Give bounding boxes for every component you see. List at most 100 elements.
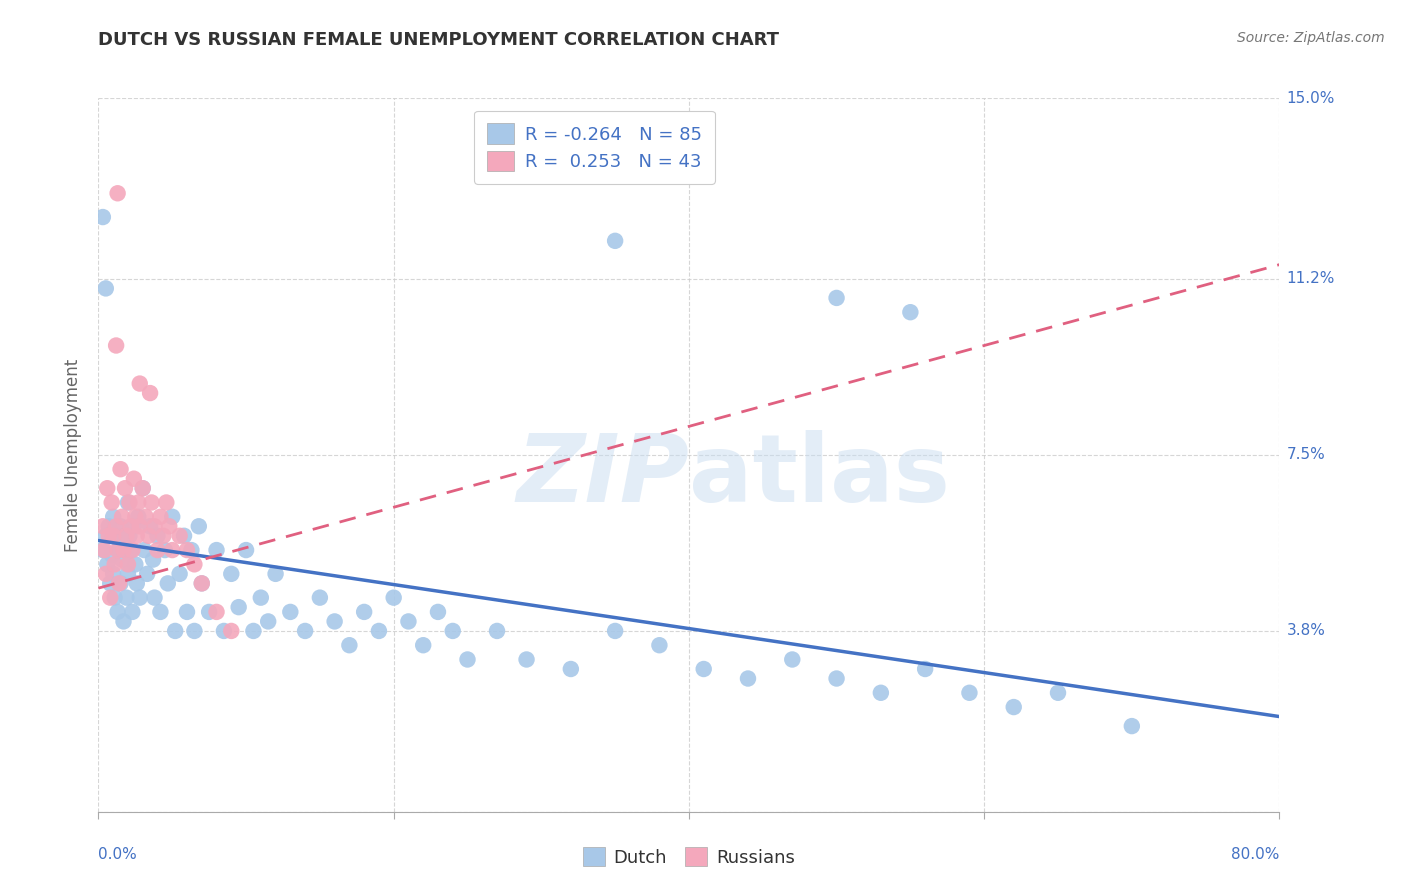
- Point: [162, 543, 183, 558]
- Point: [108, 543, 131, 558]
- Legend: Dutch, Russians: Dutch, Russians: [576, 840, 801, 874]
- Point: [128, 376, 150, 391]
- Point: [110, 576, 132, 591]
- Point: [737, 672, 759, 686]
- Point: [135, 509, 157, 524]
- Point: [693, 662, 716, 676]
- Point: [96, 558, 118, 572]
- Point: [1046, 686, 1069, 700]
- Point: [146, 543, 169, 558]
- Point: [309, 591, 332, 605]
- Point: [156, 576, 179, 591]
- Point: [112, 615, 135, 629]
- Text: 3.8%: 3.8%: [1286, 624, 1326, 639]
- Point: [353, 605, 375, 619]
- Point: [242, 624, 264, 638]
- Point: [396, 615, 419, 629]
- Point: [94, 529, 117, 543]
- Point: [205, 543, 228, 558]
- Point: [122, 519, 145, 533]
- Point: [91, 210, 114, 224]
- Text: 80.0%: 80.0%: [1232, 847, 1279, 863]
- Point: [138, 529, 160, 543]
- Point: [219, 624, 242, 638]
- Point: [605, 624, 627, 638]
- Point: [121, 605, 143, 619]
- Point: [1121, 719, 1143, 733]
- Point: [173, 529, 195, 543]
- Point: [900, 305, 922, 319]
- Point: [91, 519, 114, 533]
- Point: [143, 591, 166, 605]
- Point: [212, 624, 235, 638]
- Point: [97, 519, 120, 533]
- Point: [111, 552, 134, 566]
- Point: [205, 605, 228, 619]
- Point: [120, 543, 142, 558]
- Point: [294, 624, 316, 638]
- Point: [125, 576, 148, 591]
- Text: atlas: atlas: [689, 430, 950, 523]
- Text: 0.0%: 0.0%: [98, 847, 138, 863]
- Point: [124, 509, 146, 524]
- Text: 15.0%: 15.0%: [1286, 91, 1334, 105]
- Point: [125, 529, 148, 543]
- Point: [112, 543, 135, 558]
- Y-axis label: Female Unemployment: Female Unemployment: [65, 359, 83, 551]
- Point: [107, 605, 129, 619]
- Point: [91, 543, 114, 558]
- Point: [157, 519, 180, 533]
- Point: [191, 576, 214, 591]
- Point: [176, 605, 198, 619]
- Point: [456, 652, 478, 666]
- Point: [605, 234, 627, 248]
- Point: [110, 519, 132, 533]
- Point: [118, 495, 141, 509]
- Point: [122, 472, 145, 486]
- Point: [278, 605, 302, 619]
- Point: [368, 624, 391, 638]
- Point: [183, 558, 205, 572]
- Point: [111, 509, 134, 524]
- Point: [162, 509, 183, 524]
- Point: [134, 543, 156, 558]
- Point: [180, 543, 202, 558]
- Point: [143, 519, 166, 533]
- Point: [560, 662, 582, 676]
- Point: [152, 529, 174, 543]
- Point: [105, 519, 128, 533]
- Point: [103, 509, 125, 524]
- Point: [191, 576, 214, 591]
- Point: [235, 543, 257, 558]
- Point: [128, 591, 150, 605]
- Point: [105, 338, 128, 352]
- Point: [782, 652, 804, 666]
- Text: DUTCH VS RUSSIAN FEMALE UNEMPLOYMENT CORRELATION CHART: DUTCH VS RUSSIAN FEMALE UNEMPLOYMENT COR…: [98, 31, 779, 49]
- Point: [124, 558, 146, 572]
- Point: [132, 481, 155, 495]
- Point: [117, 495, 139, 509]
- Point: [93, 543, 115, 558]
- Point: [136, 566, 159, 581]
- Point: [107, 186, 129, 201]
- Point: [100, 495, 122, 509]
- Point: [149, 509, 172, 524]
- Point: [108, 576, 131, 591]
- Point: [114, 481, 136, 495]
- Point: [825, 291, 848, 305]
- Point: [110, 462, 132, 476]
- Point: [121, 543, 143, 558]
- Point: [98, 591, 121, 605]
- Point: [914, 662, 936, 676]
- Point: [100, 548, 122, 562]
- Point: [486, 624, 509, 638]
- Point: [115, 529, 138, 543]
- Point: [94, 566, 117, 581]
- Point: [825, 672, 848, 686]
- Point: [169, 566, 191, 581]
- Point: [96, 481, 118, 495]
- Text: 11.2%: 11.2%: [1286, 271, 1334, 286]
- Point: [114, 529, 136, 543]
- Point: [257, 615, 280, 629]
- Point: [117, 558, 139, 572]
